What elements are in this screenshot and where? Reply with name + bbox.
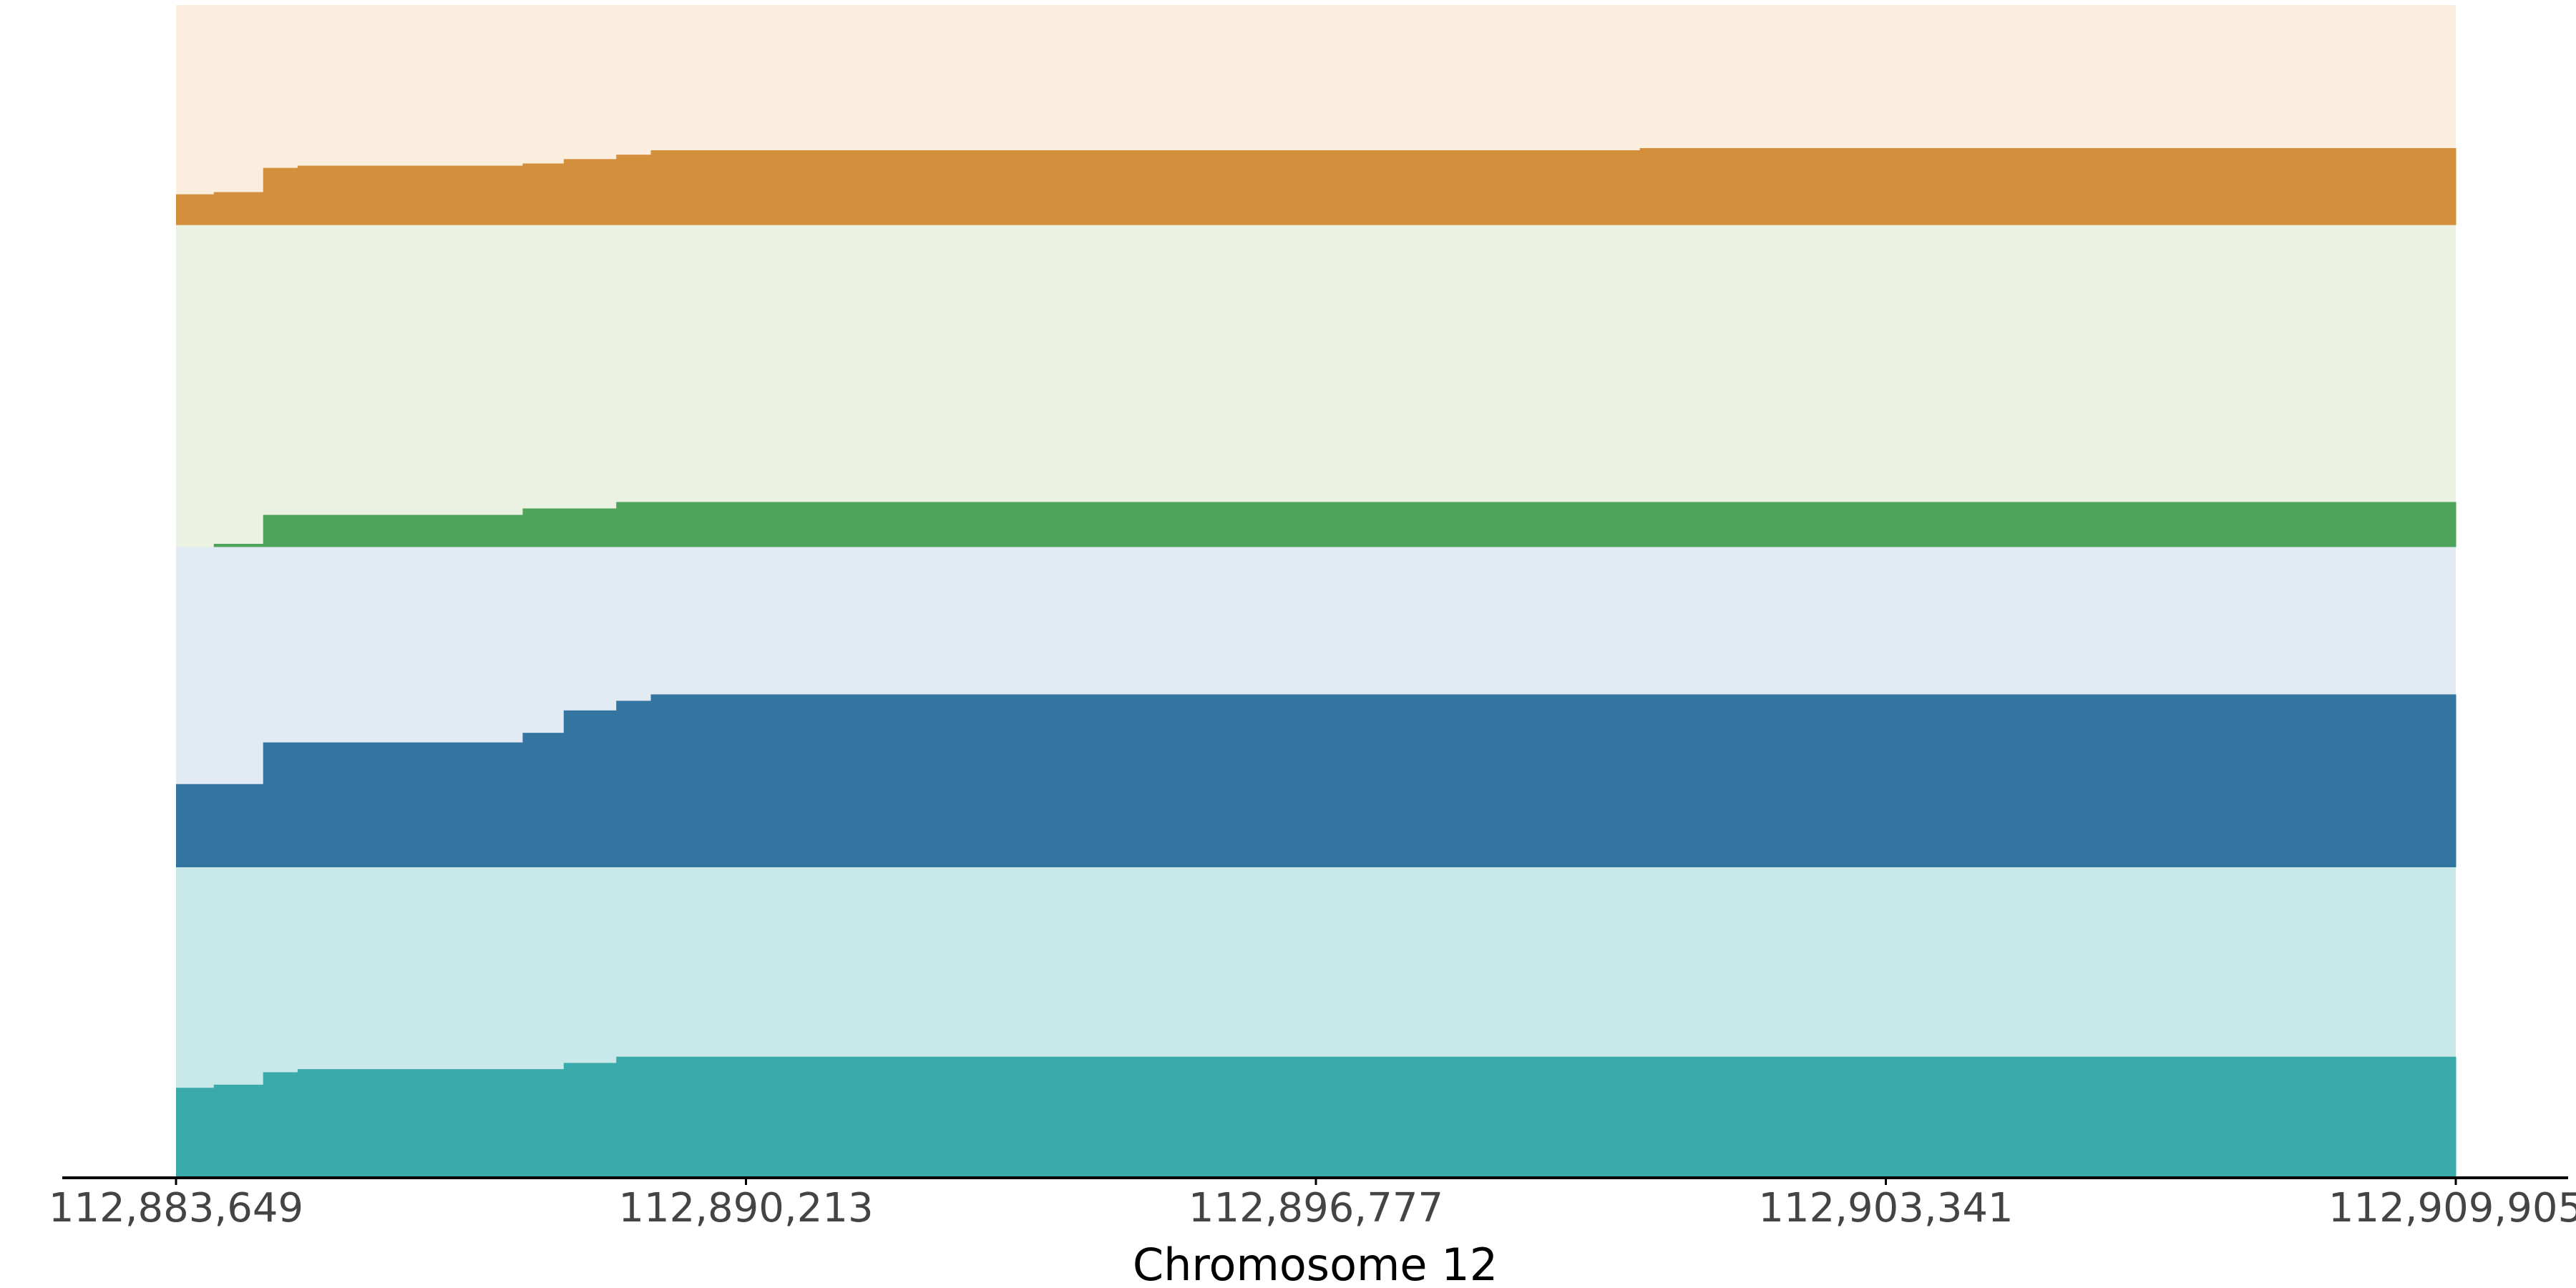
step-segment (650, 150, 1641, 225)
step-segment (650, 502, 1641, 547)
step-segment (1639, 147, 2457, 225)
step-segment (616, 502, 652, 547)
step-segment (263, 742, 298, 868)
step-segment (650, 1056, 1641, 1178)
step-segment (176, 194, 215, 225)
step-segment (616, 1056, 652, 1178)
step-segment (563, 508, 617, 547)
step-segment (297, 165, 523, 225)
step-segment (176, 784, 215, 868)
step-segment (616, 701, 652, 868)
step-segment (213, 784, 264, 868)
step-segment (522, 1069, 565, 1178)
step-segment (297, 1069, 523, 1178)
step-segment (263, 1072, 298, 1178)
step-segment (650, 694, 1641, 868)
step-segment (522, 508, 565, 547)
step-segment (563, 159, 617, 225)
bands (176, 5, 2457, 1178)
x-tick-label: 112,883,649 (49, 1185, 303, 1231)
step-segment (263, 514, 298, 547)
step-segment (176, 1088, 215, 1178)
step-segment (213, 544, 264, 547)
band-background (176, 225, 2456, 547)
step-segment (297, 742, 523, 868)
step-segment (1639, 502, 2457, 547)
x-tick-label: 112,896,777 (1189, 1185, 1443, 1231)
x-tick-label: 112,890,213 (618, 1185, 873, 1231)
step-segment (522, 733, 565, 868)
step-segment (616, 155, 652, 225)
step-segment (522, 163, 565, 225)
step-segment (297, 514, 523, 547)
x-tick-label: 112,903,341 (1758, 1185, 2013, 1231)
step-segment (213, 1084, 264, 1178)
step-segment (213, 192, 264, 225)
step-segment (263, 167, 298, 225)
step-segment (1639, 694, 2457, 868)
x-tick-label: 112,909,905 (2328, 1185, 2576, 1231)
step-segment (563, 1063, 617, 1178)
step-segment (1639, 1056, 2457, 1178)
step-segment (563, 710, 617, 868)
x-axis-title: Chromosome 12 (1133, 1239, 1498, 1288)
x-ticks: 112,883,649 112,890,213 112,896,777 112,903… (49, 1178, 2576, 1231)
